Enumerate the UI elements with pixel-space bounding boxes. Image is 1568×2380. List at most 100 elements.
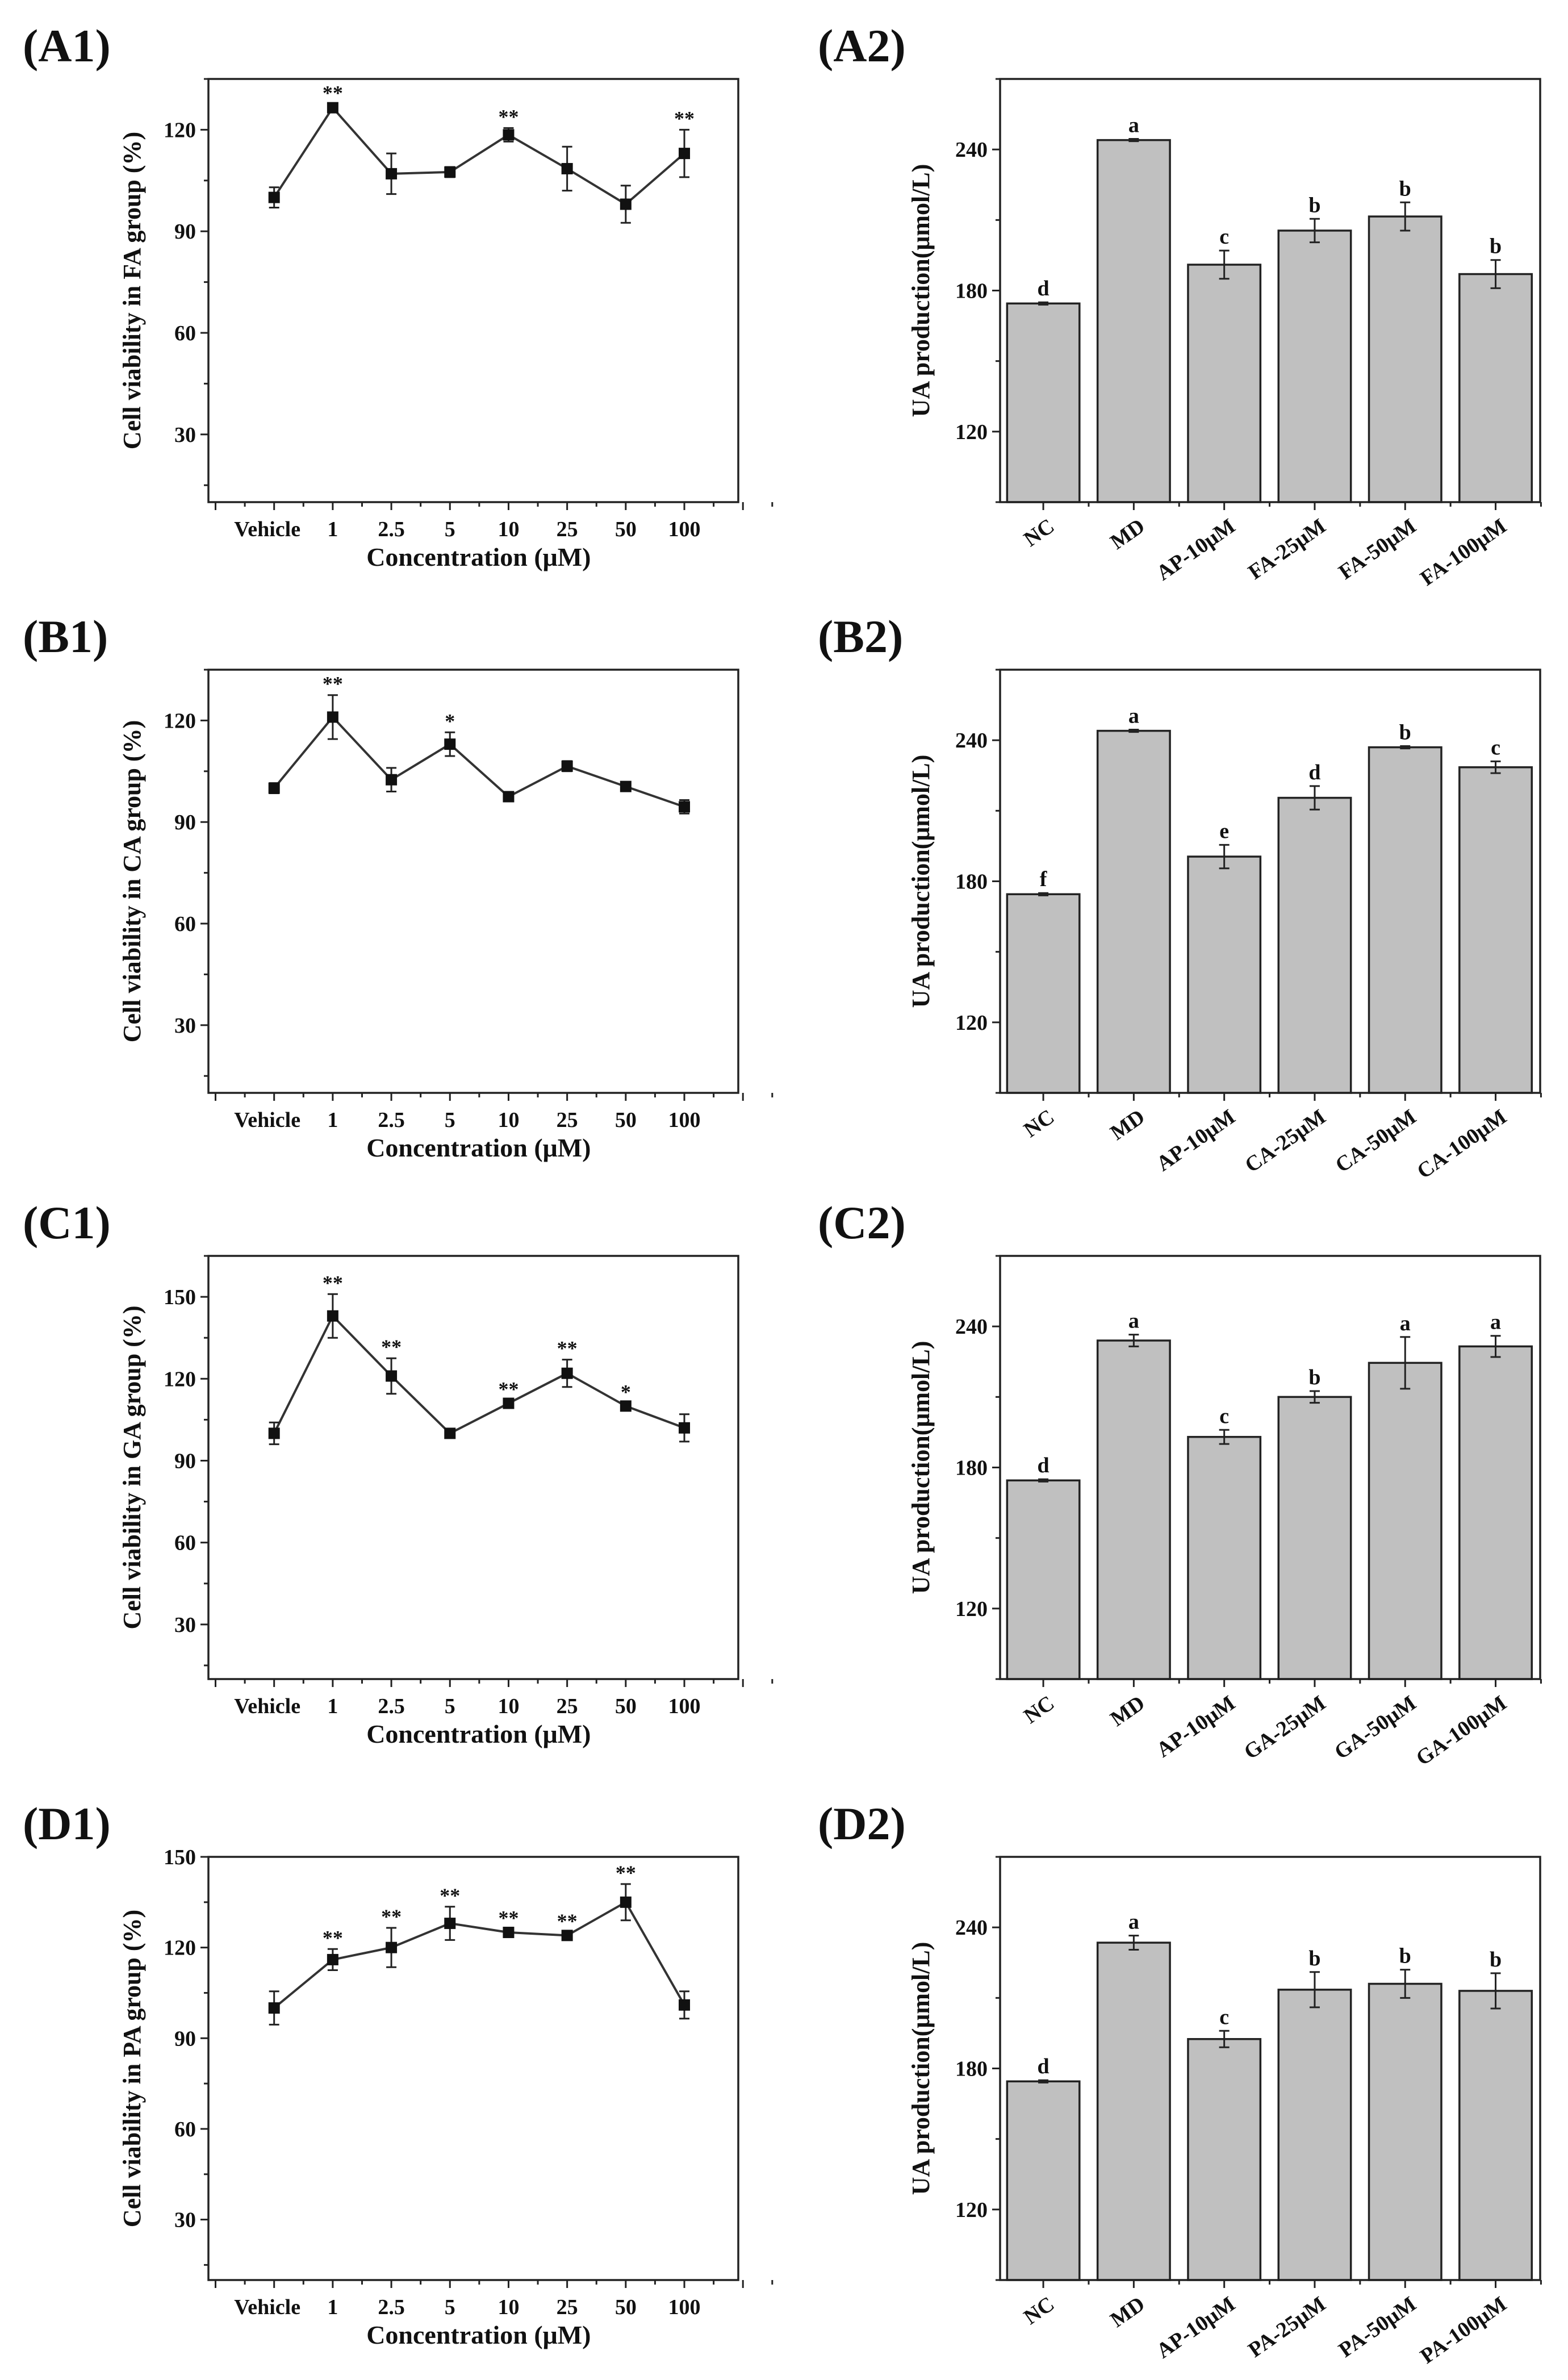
y-tick-label: 120 <box>164 1936 196 1960</box>
data-point <box>327 1310 338 1322</box>
significance-marker: ** <box>674 107 695 130</box>
y-tick-label: 60 <box>174 321 196 345</box>
x-tick-label: 100 <box>668 2295 701 2319</box>
x-tick-label: Vehicle <box>234 1108 300 1132</box>
x-axis-title: Concentration (μM) <box>366 2320 591 2349</box>
data-point <box>620 1896 632 1908</box>
bar <box>1006 302 1081 503</box>
data-point <box>268 2002 280 2014</box>
y-tick-label: 240 <box>955 729 988 753</box>
y-tick-label: 240 <box>955 138 988 162</box>
x-tick-label: 5 <box>445 1108 455 1132</box>
y-tick-label: 60 <box>174 912 196 936</box>
y-tick-label: 90 <box>174 2027 196 2051</box>
plot-frame <box>207 669 739 1094</box>
y-tick-label: 120 <box>164 118 196 142</box>
significance-marker: * <box>445 709 455 732</box>
x-tick-label: MD <box>1106 1105 1149 1145</box>
x-tick-label: AP-10μM <box>1152 514 1240 585</box>
x-tick-label: PA-25μM <box>1244 2292 1330 2362</box>
chart-panel-d2: (D2) 120 180 240 UA production(μmol/L) d NC a MD… <box>818 1798 1542 2369</box>
data-point <box>444 1918 456 1930</box>
x-tick-label: 50 <box>615 517 637 541</box>
significance-marker: ** <box>616 1861 636 1884</box>
bar <box>1277 1396 1352 1680</box>
significance-marker: ** <box>557 1337 578 1360</box>
y-tick-label: 30 <box>174 423 196 447</box>
y-tick-label: 120 <box>955 1011 988 1035</box>
bar <box>1368 1982 1442 2281</box>
significance-marker: ** <box>498 1378 519 1401</box>
x-tick-label: 100 <box>668 1108 701 1132</box>
chart-panel-c2: (C2) 120 180 240 UA production(μmol/L) d NC a MD… <box>818 1197 1542 1771</box>
data-point <box>268 191 280 203</box>
x-tick-label: 2.5 <box>378 2295 405 2319</box>
x-tick-label: 10 <box>497 1108 519 1132</box>
y-tick-label: 180 <box>955 870 988 894</box>
y-tick-label: 120 <box>164 1367 196 1391</box>
chart-panel-a1: (A1) 30 60 90 120 Cell viability in FA group … <box>23 20 773 571</box>
x-tick-label: 25 <box>557 2295 578 2319</box>
series-line <box>273 1901 685 2009</box>
y-tick-label: 60 <box>174 2118 196 2141</box>
x-tick-label: 50 <box>615 1694 637 1718</box>
bar <box>1277 1989 1352 2281</box>
series-line <box>273 1314 685 1435</box>
x-tick-label: CA-25μM <box>1241 1105 1331 1178</box>
bar <box>1096 1339 1171 1680</box>
chart-panel-b2: (B2) 120 180 240 UA production(μmol/L) f NC a MD… <box>818 611 1542 1184</box>
data-point <box>444 166 456 178</box>
plot-frame <box>999 78 1541 503</box>
panel-label: (D2) <box>818 1798 906 1849</box>
significance-letter: a <box>1490 1310 1501 1334</box>
significance-marker: ** <box>557 1910 578 1932</box>
x-axis-title: Concentration (μM) <box>366 1133 591 1162</box>
x-tick-label: AP-10μM <box>1152 2292 1240 2363</box>
x-tick-label: 10 <box>497 2295 519 2319</box>
significance-letter: b <box>1490 1948 1502 1972</box>
x-tick-label: NC <box>1019 514 1059 552</box>
chart-panel-a2: (A2) 120 180 240 UA production(μmol/L) d NC a MD… <box>818 20 1542 591</box>
x-tick-label: NC <box>1019 2292 1059 2329</box>
data-point <box>561 162 573 174</box>
panel-label: (C2) <box>818 1197 906 1249</box>
x-tick-label: 1 <box>327 1108 338 1132</box>
significance-letter: c <box>1219 1404 1229 1428</box>
x-tick-label: 100 <box>668 517 701 541</box>
significance-marker: ** <box>323 1271 343 1294</box>
significance-letter: a <box>1128 114 1139 137</box>
x-tick-label: 2.5 <box>378 1694 405 1718</box>
y-axis-title: Cell viability in CA group (%) <box>118 720 146 1043</box>
data-point <box>679 801 691 813</box>
data-point <box>620 1400 632 1412</box>
y-axis-title: UA production(μmol/L) <box>907 755 935 1008</box>
data-point <box>503 1927 515 1939</box>
significance-letter: b <box>1490 235 1502 258</box>
data-point <box>561 760 573 772</box>
significance-letter: d <box>1038 2055 1049 2078</box>
significance-marker: * <box>621 1381 631 1404</box>
significance-letter: b <box>1399 1944 1411 1968</box>
x-tick-label: GA-25μM <box>1240 1691 1330 1764</box>
data-point <box>386 168 398 179</box>
bar <box>1458 766 1533 1094</box>
x-tick-label: Vehicle <box>234 1694 300 1718</box>
data-point <box>327 102 338 114</box>
y-axis-title: Cell viability in PA group (%) <box>118 1910 146 2227</box>
y-tick-label: 240 <box>955 1916 988 1940</box>
x-tick-label: 100 <box>668 1694 701 1718</box>
y-axis-title: UA production(μmol/L) <box>907 1942 935 2195</box>
plot-frame <box>207 1856 739 2281</box>
significance-marker: ** <box>381 1335 402 1358</box>
y-tick-label: 120 <box>955 2198 988 2222</box>
plot-frame <box>207 1255 739 1680</box>
significance-letter: b <box>1308 193 1320 217</box>
significance-letter: c <box>1219 225 1229 249</box>
panel-label: (A1) <box>23 20 111 72</box>
x-tick-label: PA-100μM <box>1416 2292 1511 2369</box>
y-axis-title: UA production(μmol/L) <box>907 1341 935 1594</box>
y-tick-label: 150 <box>164 1285 196 1309</box>
data-point <box>444 1427 456 1439</box>
bar <box>1006 2080 1081 2281</box>
